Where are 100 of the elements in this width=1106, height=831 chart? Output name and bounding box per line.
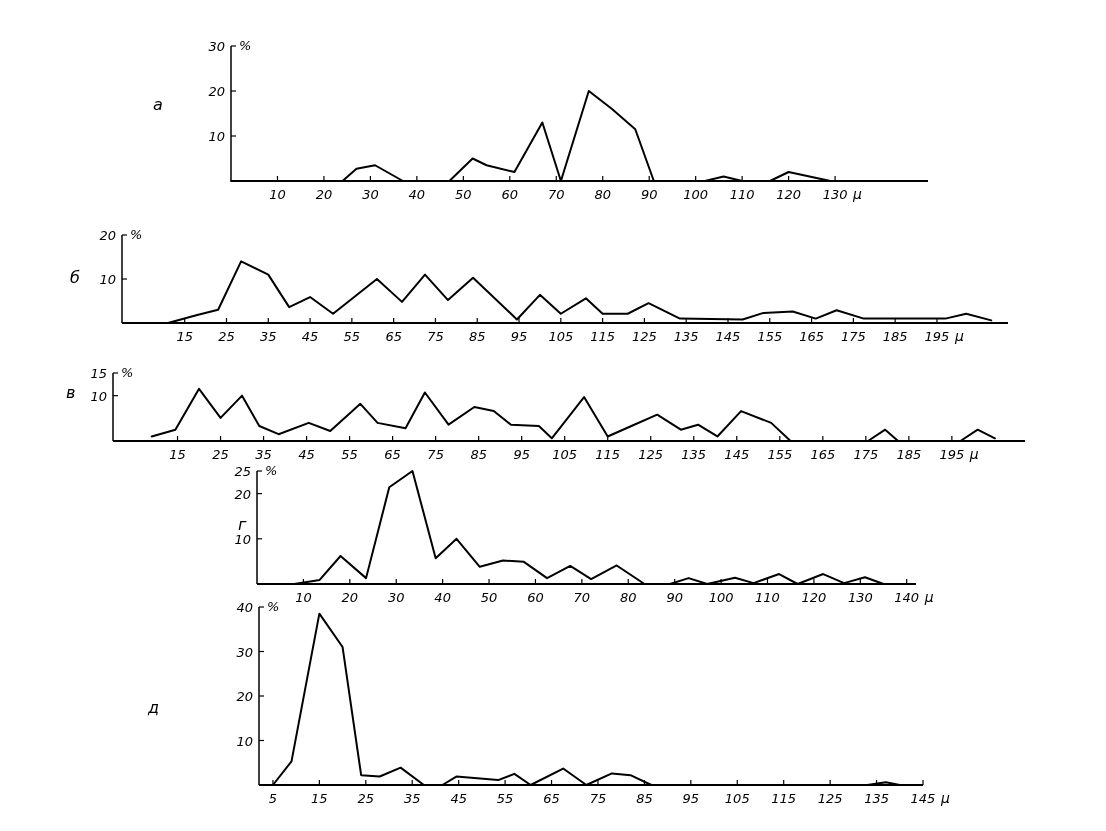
x-tick-label: 165 bbox=[810, 447, 836, 462]
x-tick-label: 10 bbox=[295, 590, 312, 605]
x-tick-label: 60 bbox=[501, 187, 519, 202]
x-tick-label: 40 bbox=[434, 590, 451, 605]
x-tick-label: 125 bbox=[638, 447, 664, 462]
text: д bbox=[147, 698, 160, 717]
y-axis-title: % bbox=[239, 38, 252, 53]
x-tick-label: 55 bbox=[343, 329, 361, 344]
x-tick-label: 45 bbox=[298, 447, 315, 462]
x-tick-label: 185 bbox=[896, 447, 922, 462]
x-tick-label: 115 bbox=[590, 329, 616, 344]
x-tick-label: 85 bbox=[636, 791, 653, 806]
x-tick-label: 105 bbox=[724, 791, 750, 806]
x-tick-label: 155 bbox=[767, 447, 793, 462]
x-tick-label: 80 bbox=[594, 187, 612, 202]
x-tick-label: 90 bbox=[640, 187, 658, 202]
y-tick-label: 40 bbox=[236, 600, 253, 615]
text: г bbox=[238, 515, 247, 534]
x-tick-label: 60 bbox=[527, 590, 544, 605]
x-tick-label: 145 bbox=[910, 791, 936, 806]
x-tick-label: 175 bbox=[840, 329, 866, 344]
x-tick-label: 95 bbox=[513, 447, 530, 462]
x-tick-label: 135 bbox=[681, 447, 707, 462]
y-tick-label: 30 bbox=[208, 39, 225, 54]
x-tick-label: 65 bbox=[384, 447, 401, 462]
y-tick-label: 20 bbox=[99, 228, 116, 243]
x-tick-label: 75 bbox=[427, 329, 444, 344]
x-tick-label: 120 bbox=[801, 590, 827, 605]
x-tick-label: 195 bbox=[924, 329, 950, 344]
y-tick-label: 20 bbox=[236, 689, 253, 704]
x-tick-label: 50 bbox=[455, 187, 472, 202]
x-axis-title: μ bbox=[940, 790, 950, 806]
x-tick-label: 25 bbox=[218, 329, 235, 344]
y-tick-label: 10 bbox=[90, 388, 107, 404]
x-axis-title: μ bbox=[852, 186, 863, 202]
x-tick-label: 30 bbox=[362, 187, 379, 202]
x-tick-label: 105 bbox=[552, 447, 578, 462]
x-tick-label: 35 bbox=[255, 447, 272, 462]
y-axis-title: % bbox=[121, 365, 134, 380]
x-tick-label: 110 bbox=[755, 590, 780, 605]
x-tick-label: 100 bbox=[683, 187, 709, 202]
y-tick-label: 10 bbox=[208, 129, 225, 144]
y-axis-title: % bbox=[130, 227, 143, 242]
x-tick-label: 25 bbox=[357, 791, 375, 806]
x-tick-label: 120 bbox=[776, 187, 802, 202]
x-tick-label: 70 bbox=[547, 187, 565, 202]
x-tick-label: 125 bbox=[817, 791, 843, 806]
x-tick-label: 135 bbox=[673, 329, 699, 344]
x-tick-label: 195 bbox=[939, 447, 965, 462]
x-tick-label: 20 bbox=[341, 590, 359, 605]
x-tick-label: 75 bbox=[589, 791, 607, 806]
x-tick-label: 40 bbox=[408, 187, 426, 202]
x-tick-label: 65 bbox=[385, 329, 402, 344]
x-tick-label: 35 bbox=[260, 329, 277, 344]
x-axis-title: μ bbox=[968, 446, 979, 462]
x-axis-title: μ bbox=[953, 328, 964, 344]
x-tick-label: 35 bbox=[403, 791, 421, 806]
y-tick-label: 20 bbox=[234, 486, 251, 502]
x-tick-label: 85 bbox=[470, 447, 487, 462]
x-tick-label: 15 bbox=[311, 791, 328, 806]
x-tick-label: 75 bbox=[427, 447, 444, 462]
y-tick-label: 10 bbox=[236, 733, 253, 749]
text: в bbox=[66, 383, 76, 402]
y-tick-label: 15 bbox=[90, 366, 107, 381]
x-tick-label: 110 bbox=[729, 187, 755, 202]
y-axis-title: % bbox=[265, 463, 278, 478]
x-tick-label: 125 bbox=[631, 329, 657, 344]
x-tick-label: 45 bbox=[450, 791, 467, 806]
y-tick-label: 10 bbox=[99, 272, 116, 287]
y-tick-label: 20 bbox=[208, 84, 225, 99]
x-tick-label: 90 bbox=[666, 590, 683, 605]
x-tick-label: 85 bbox=[468, 329, 486, 344]
x-tick-label: 185 bbox=[882, 329, 908, 344]
y-axis-title: % bbox=[267, 599, 280, 614]
text: а bbox=[153, 95, 163, 114]
x-tick-label: 165 bbox=[799, 329, 824, 344]
x-tick-label: 100 bbox=[708, 590, 734, 605]
y-tick-label: 10 bbox=[234, 531, 251, 547]
x-tick-label: 115 bbox=[771, 791, 797, 806]
x-tick-label: 95 bbox=[682, 791, 700, 806]
x-tick-label: 130 bbox=[822, 187, 848, 202]
x-tick-label: 145 bbox=[724, 447, 750, 462]
x-axis-title: μ bbox=[923, 589, 934, 605]
x-tick-label: 175 bbox=[853, 447, 879, 462]
x-tick-label: 10 bbox=[269, 187, 286, 202]
x-tick-label: 65 bbox=[543, 791, 560, 806]
x-tick-label: 140 bbox=[894, 590, 920, 605]
x-tick-label: 5 bbox=[268, 791, 278, 806]
x-tick-label: 95 bbox=[510, 329, 528, 344]
x-tick-label: 145 bbox=[715, 329, 741, 344]
text: б bbox=[70, 268, 80, 287]
x-tick-label: 55 bbox=[496, 791, 514, 806]
x-tick-label: 15 bbox=[169, 447, 186, 462]
x-tick-label: 30 bbox=[387, 590, 405, 605]
y-tick-label: 30 bbox=[236, 644, 253, 660]
x-tick-label: 115 bbox=[595, 447, 621, 462]
x-tick-label: 45 bbox=[301, 329, 319, 344]
x-tick-label: 70 bbox=[573, 590, 591, 605]
x-tick-label: 55 bbox=[341, 447, 358, 462]
y-tick-label: 25 bbox=[234, 464, 251, 479]
